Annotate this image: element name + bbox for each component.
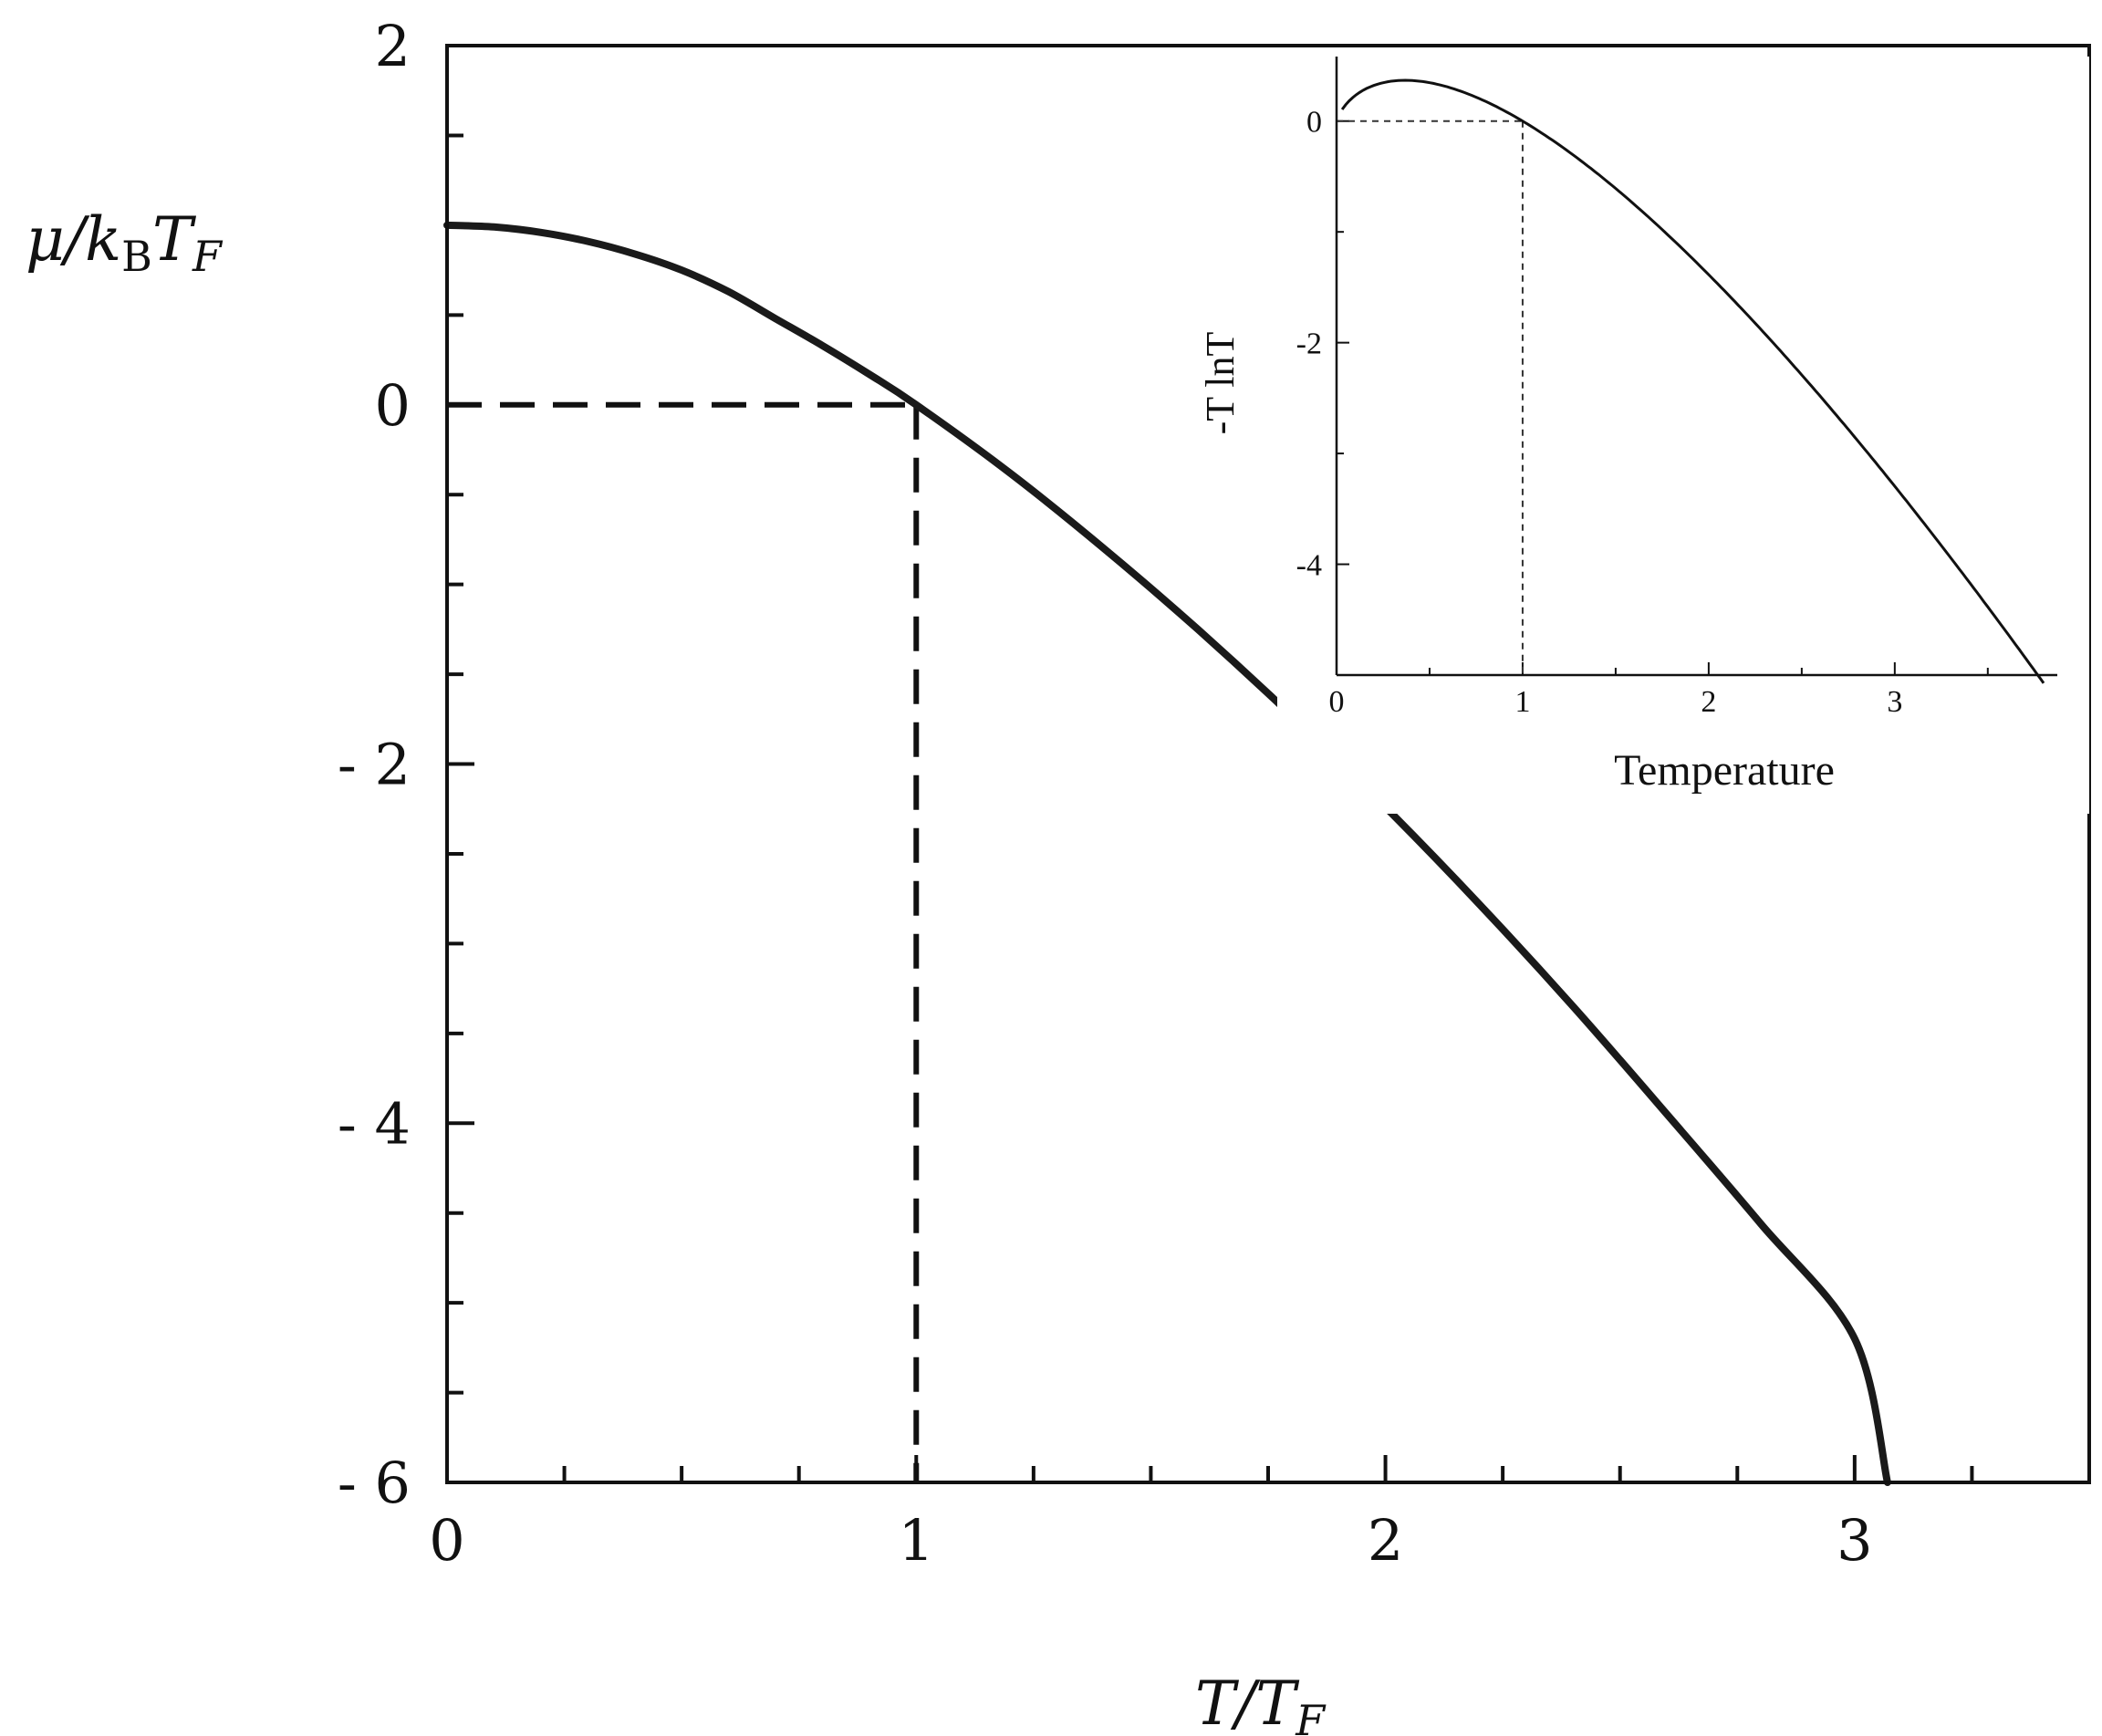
inset-y-axis-title: -T lnT [1198,331,1243,434]
inset-x-tick-label: 3 [1887,685,1902,719]
main-ylabel-sub1: B [121,232,152,281]
inset-y-tick-labels: 0 -2 -4 [1296,106,1322,583]
inset-x-tick-label: 2 [1701,685,1716,719]
main-x-tick-label: 0 [429,1507,464,1574]
inset-chart: 0 1 2 3 0 -2 -4 Temperature -T lnT [1198,57,2089,814]
main-x-tick-label: 3 [1837,1507,1872,1574]
main-x-tick-labels: 0 1 2 3 [429,1507,1872,1574]
main-y-tick-label: - 2 [338,732,411,798]
inset-x-tick-label: 0 [1329,685,1345,719]
inset-x-tick-labels: 0 1 2 3 [1329,685,1903,719]
main-ylabel-base: μ/k [26,204,121,275]
inset-series-line [1340,78,2045,684]
main-x-tick-label: 2 [1368,1507,1403,1574]
main-y-tick-label: - 6 [338,1450,411,1516]
main-y-tick-label: 0 [375,372,411,439]
main-xlabel-sub: F [1295,1696,1327,1736]
main-x-tick-label: 1 [899,1507,934,1574]
main-y-axis-title: μ/kBTF [26,204,224,281]
inset-x-tick-label: 1 [1514,685,1530,719]
main-y-tick-label: - 4 [338,1090,411,1157]
main-y-tick-labels: 2 0 - 2 - 4 - 6 [338,13,411,1516]
main-x-axis-title: T/TF [1195,1668,1327,1736]
main-ylabel-sub2: F [192,232,224,281]
main-series-line [443,221,1891,1486]
inset-reference-lines [1337,120,1524,675]
inset-y-tick-label: -2 [1296,327,1322,361]
inset-y-tick-label: -4 [1296,549,1322,583]
main-y-tick-label: 2 [375,13,411,79]
main-xlabel-base: T/T [1195,1668,1300,1736]
main-ylabel-mid: T [152,204,197,275]
main-reference-lines [447,401,920,1482]
inset-x-axis-title: Temperature [1614,746,1835,795]
inset-y-tick-label: 0 [1306,106,1322,140]
inset-axes [1335,57,2057,677]
